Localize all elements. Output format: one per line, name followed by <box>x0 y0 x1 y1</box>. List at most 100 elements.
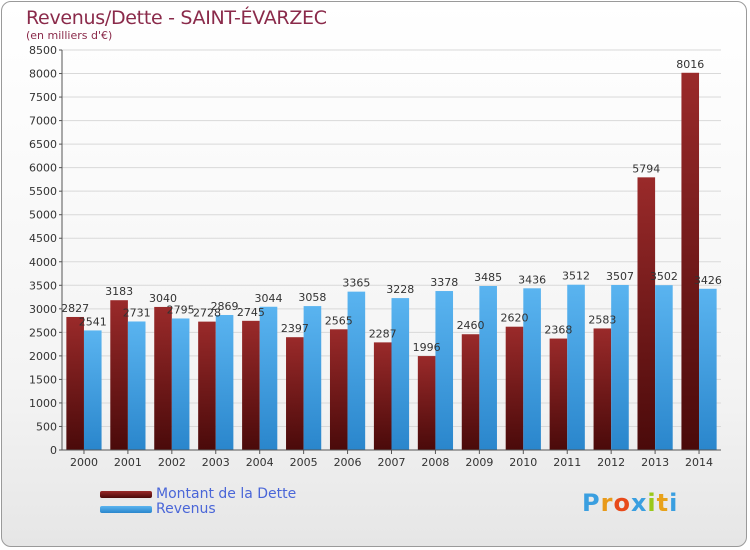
debt-bar <box>593 328 612 450</box>
y-tick-label: 4000 <box>29 256 57 269</box>
y-tick-label: 0 <box>50 444 57 457</box>
debt-value-label: 2728 <box>193 307 221 320</box>
revenue-bar <box>611 284 629 450</box>
x-tick-label: 2002 <box>158 456 186 469</box>
revenue-value-label: 2731 <box>123 306 151 319</box>
debt-value-label: 2827 <box>61 302 89 315</box>
revenue-bar <box>171 318 190 450</box>
revenue-bar <box>699 288 717 450</box>
revenue-value-label: 3512 <box>562 270 590 283</box>
debt-value-label: 2620 <box>501 312 529 325</box>
legend: Montant de la Dette Revenus <box>100 487 296 517</box>
x-tick-label: 2003 <box>202 456 230 469</box>
x-tick-label: 2013 <box>641 456 669 469</box>
debt-value-label: 2397 <box>281 322 309 335</box>
logo-letter: o <box>613 489 631 517</box>
debt-value-label: 1996 <box>413 341 441 354</box>
debt-bar <box>549 338 568 450</box>
x-tick-label: 2007 <box>378 456 406 469</box>
x-tick-label: 2011 <box>553 456 581 469</box>
revenue-bar <box>303 306 322 450</box>
revenue-value-label: 3378 <box>430 276 458 289</box>
revenue-value-label: 3485 <box>474 271 502 284</box>
x-tick-label: 2009 <box>465 456 493 469</box>
y-tick-label: 7500 <box>29 91 57 104</box>
x-tick-label: 2010 <box>509 456 537 469</box>
y-tick-label: 1500 <box>29 373 57 386</box>
revenue-value-label: 3365 <box>342 277 370 290</box>
legend-label-revenue: Revenus <box>156 501 216 517</box>
debt-value-label: 8016 <box>676 58 704 71</box>
x-tick-label: 2004 <box>246 456 274 469</box>
x-tick-label: 2012 <box>597 456 625 469</box>
x-tick-label: 2000 <box>70 456 98 469</box>
revenue-bar <box>655 285 673 450</box>
debt-bar <box>373 342 392 450</box>
legend-label-debt: Montant de la Dette <box>156 486 297 502</box>
debt-value-label: 3183 <box>105 285 133 298</box>
debt-value-label: 2565 <box>325 314 353 327</box>
x-tick-label: 2001 <box>114 456 142 469</box>
logo-letter: i <box>647 489 657 517</box>
debt-value-label: 2583 <box>588 313 616 326</box>
revenue-value-label: 3058 <box>298 291 326 304</box>
revenue-value-label: 3502 <box>650 270 678 283</box>
logo-letter: t <box>656 489 670 517</box>
debt-bar <box>242 320 260 450</box>
y-tick-label: 6500 <box>29 138 57 151</box>
debt-bar <box>417 356 436 450</box>
debt-bar <box>286 337 304 450</box>
y-tick-label: 6000 <box>29 162 57 175</box>
legend-swatch-revenue <box>100 506 152 513</box>
debt-value-label: 2368 <box>544 324 572 337</box>
logo-letter: r <box>600 489 614 517</box>
y-tick-label: 5000 <box>29 209 57 222</box>
debt-bar <box>681 72 700 450</box>
debt-bar <box>110 300 128 450</box>
revenue-value-label: 3228 <box>386 283 414 296</box>
y-tick-label: 1000 <box>29 397 57 410</box>
revenue-bar <box>127 321 146 450</box>
revenue-value-label: 3044 <box>255 292 283 305</box>
debt-value-label: 3040 <box>149 292 177 305</box>
bars <box>66 72 717 450</box>
logo-letter: i <box>669 489 679 517</box>
y-tick-label: 4500 <box>29 232 57 245</box>
y-tick-label: 3000 <box>29 303 57 316</box>
chart-subtitle: (en milliers d'€) <box>26 29 113 42</box>
revenue-value-label: 2869 <box>211 300 239 313</box>
revenue-value-label: 2541 <box>79 315 107 328</box>
debt-bar <box>461 334 480 450</box>
debt-value-label: 2287 <box>369 327 397 340</box>
revenue-bar <box>567 284 585 450</box>
x-tick-label: 2008 <box>421 456 449 469</box>
legend-item-revenue: Revenus <box>100 502 296 517</box>
debt-bar <box>637 177 656 450</box>
y-tick-label: 8000 <box>29 68 57 81</box>
revenue-bar <box>83 330 102 450</box>
revenue-value-label: 3426 <box>694 274 722 287</box>
debt-value-label: 5794 <box>632 162 660 175</box>
debt-value-label: 2745 <box>237 306 265 319</box>
revenue-bar <box>215 314 234 450</box>
y-tick-label: 8500 <box>29 44 57 57</box>
debt-value-label: 2460 <box>457 319 485 332</box>
revenue-value-label: 3436 <box>518 273 546 286</box>
y-tick-label: 2000 <box>29 350 57 363</box>
revenue-bar <box>259 306 278 450</box>
debt-bar <box>329 329 348 450</box>
revenue-bar <box>479 286 497 450</box>
legend-item-debt: Montant de la Dette <box>100 487 296 502</box>
chart-title: Revenus/Dette - SAINT-ÉVARZEC <box>26 7 327 29</box>
x-tick-label: 2014 <box>685 456 713 469</box>
revenue-bar <box>435 291 454 450</box>
debt-bar <box>198 321 216 450</box>
proxiti-logo: Proxiti <box>582 489 678 517</box>
y-tick-label: 500 <box>36 420 57 433</box>
y-tick-label: 7000 <box>29 115 57 128</box>
revenue-value-label: 3507 <box>606 270 634 283</box>
revenue-bar <box>347 291 366 450</box>
